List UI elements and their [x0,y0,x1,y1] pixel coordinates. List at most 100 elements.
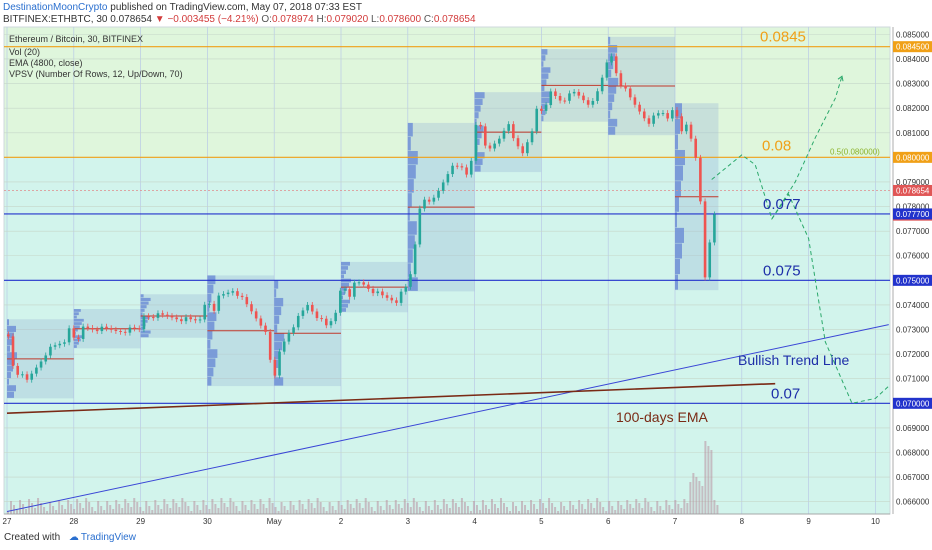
price-tag-label: 0.080000 [896,153,930,162]
x-tick-label: 7 [673,517,678,526]
candle-body [647,118,651,124]
candle-body [600,77,604,92]
volume-profile-row [675,103,682,119]
volume-bar [73,509,76,514]
volume-bar [406,503,409,514]
projection-path-up[interactable] [771,76,843,220]
volume-bar [226,507,229,514]
candle-body [287,332,291,342]
trend-line-label: Bullish Trend Line [738,352,850,368]
volume-bar [325,511,328,514]
volume-bar [512,502,515,514]
bullish-trend-line[interactable] [6,324,889,513]
volume-bar [397,504,400,514]
volume-bar [581,504,584,514]
author-link[interactable]: DestinationMoonCrypto [3,2,108,13]
volume-bar [361,508,364,514]
candle-body [334,312,337,322]
volume-bar [496,508,499,514]
volume-bar [394,500,397,514]
volume-bar [608,501,611,514]
candle-body [339,290,342,313]
volume-bar [262,504,265,514]
projection-paths[interactable] [711,75,890,404]
volume-bar [106,501,109,514]
volume-bar [244,505,247,514]
candle-body [624,85,627,89]
volume-bar [584,509,587,514]
price-tag-label: 0.077700 [896,210,930,219]
candle-body [404,286,408,292]
volume-bar [43,507,46,514]
volume-bar [118,504,121,514]
volume-profile-row [474,105,481,112]
volume-bar [94,511,97,514]
ema-line[interactable] [6,382,776,414]
candle-body [226,292,230,295]
volume-bar [250,500,253,514]
candle-body [540,108,543,111]
volume-profile-row [541,67,551,73]
projection-path-down[interactable] [711,154,890,404]
volume-profile-row [207,358,216,368]
volume-bar [103,510,106,514]
volume-profile-row [7,385,16,392]
volume-bar [427,506,430,514]
volume-bar [241,501,244,514]
candle-body [30,373,34,380]
volume-profile-row [608,77,619,86]
volume-profile-row [675,274,678,290]
candle-body [432,197,436,202]
volume-bar [157,505,160,514]
volume-bar [436,505,439,514]
tradingview-logo-icon[interactable]: ☁ [68,532,79,543]
close-value: 0.078654 [433,14,476,25]
tradingview-brand[interactable]: TradingView [80,532,136,543]
candle-body [572,91,576,94]
candle-body [488,145,492,149]
volume-bar [454,503,457,514]
volume-bar [475,505,478,514]
volume-profile-row [207,330,213,340]
candle-body [418,208,422,245]
candle-body [301,310,305,316]
volume-bar [373,511,376,514]
volume-profile-row [407,193,412,207]
volume-profile-row [675,259,680,275]
candle-body [619,73,623,86]
volume-bar [148,506,151,514]
volume-profile-row [7,339,12,346]
y-tick-label: 0.083000 [896,80,930,89]
volume-bar [611,506,614,514]
price-tag-label: 0.075000 [896,276,930,285]
volume-bar [635,499,638,514]
volume-bar [713,500,716,514]
volume-bar [641,508,644,514]
candle-body [680,116,683,132]
footer: Created with ☁ TradingView [4,532,136,543]
volume-bar [499,498,502,514]
volume-profile-row [474,132,482,139]
volume-bar [527,510,530,514]
lower-zone [4,157,890,514]
ema-label: 100-days EMA [616,409,708,425]
candle-body [128,327,132,333]
candle-body [39,361,43,368]
trend-and-ema-lines[interactable] [6,324,889,513]
volume-profile-row [541,55,546,61]
volume-bar [644,498,647,514]
chart-header-line2: BITFINEX:ETHBTC, 30 0.078654 ▼ −0.003455… [3,14,476,25]
volume-bar [196,505,199,514]
volume-bar [82,508,85,514]
volume-bar [701,486,704,514]
volume-bar [289,501,292,514]
volume-bar [13,505,16,514]
volume-bar [340,505,343,514]
volume-profile-row [140,297,151,302]
volume-bar [166,504,169,514]
horizontal-levels[interactable] [4,46,890,404]
candle-body [63,342,66,344]
volume-profile-row [73,341,79,345]
volume-profile-row [207,284,214,294]
